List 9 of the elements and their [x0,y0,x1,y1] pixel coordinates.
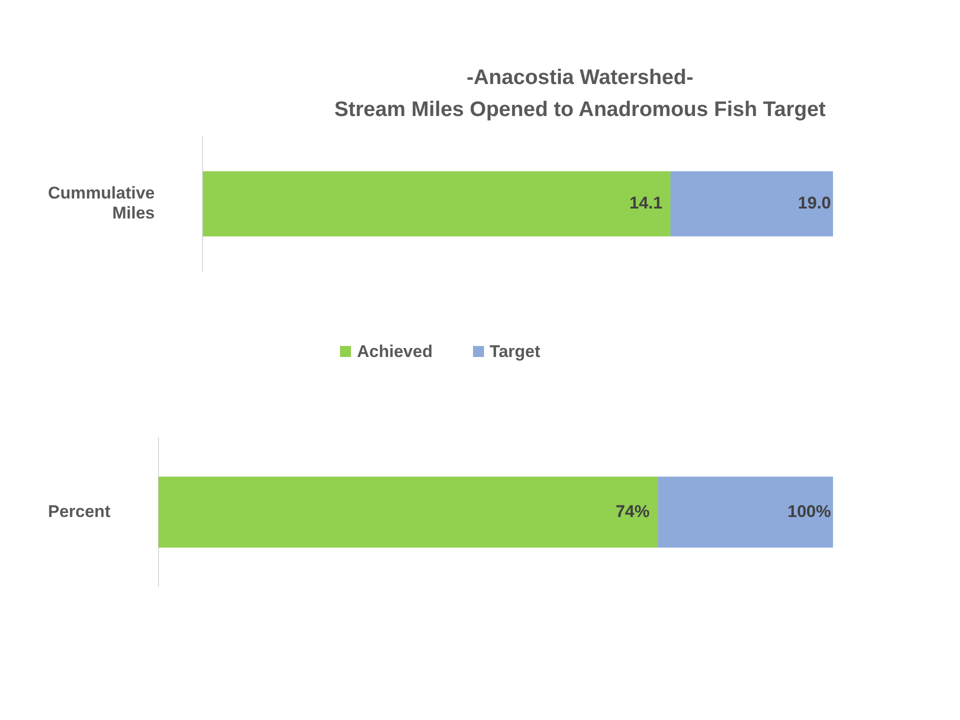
y-tick-label: Percent [48,502,111,521]
data-label: 74% [616,502,650,521]
legend-label: Target [488,342,540,362]
y-tick-label: Cummulative Miles [48,183,155,223]
total-label: 100% [788,502,831,521]
legend-label: Achieved [356,342,433,362]
data-label: 14.1 [629,193,662,212]
chart-title: -Anacostia Watershed- Stream Miles Opened to Anadromous Fish Target [333,65,827,123]
total-label: 19.0 [798,193,831,212]
